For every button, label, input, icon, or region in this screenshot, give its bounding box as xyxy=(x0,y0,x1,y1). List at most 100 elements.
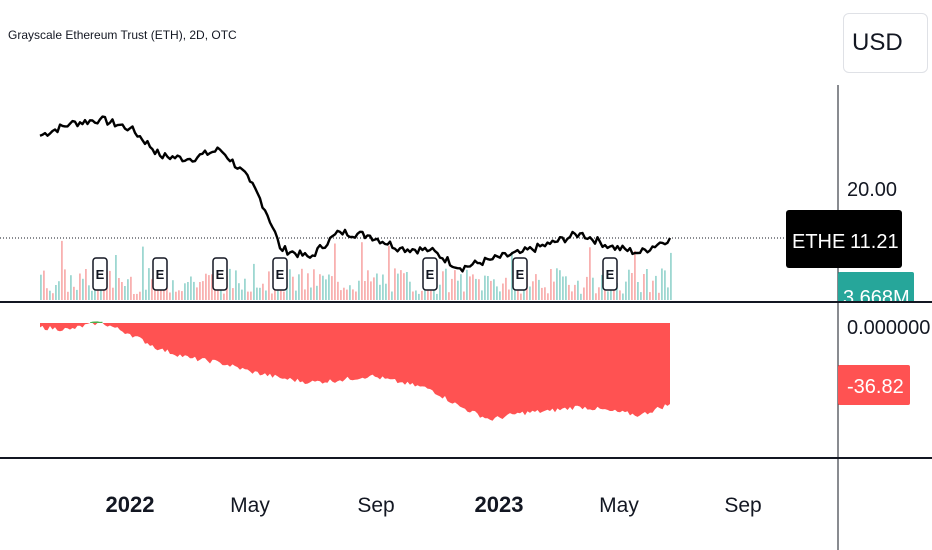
volume-bar-63 xyxy=(229,268,231,300)
indicator-positive-segment xyxy=(90,321,103,323)
volume-bar-120 xyxy=(400,270,402,300)
volume-bar-38 xyxy=(154,285,156,300)
volume-bar-33 xyxy=(139,291,141,300)
volume-bar-73 xyxy=(259,287,261,300)
volume-bar-166 xyxy=(538,279,540,300)
earnings-marker-3[interactable] xyxy=(272,257,288,291)
volume-bar-75 xyxy=(265,290,267,300)
volume-bar-46 xyxy=(178,290,180,300)
volume-bar-186 xyxy=(598,287,600,300)
volume-bar-84 xyxy=(292,276,294,300)
volume-bar-170 xyxy=(550,269,552,300)
earnings-marker-label-0: E xyxy=(96,267,105,282)
volume-bar-135 xyxy=(445,268,447,300)
earnings-marker-0[interactable] xyxy=(92,257,108,291)
volume-bar-146 xyxy=(478,279,480,300)
volume-bar-155 xyxy=(505,277,507,300)
volume-bar-149 xyxy=(487,276,489,300)
volume-bar-24 xyxy=(112,287,114,300)
volume-bar-184 xyxy=(592,277,594,300)
volume-bar-92 xyxy=(316,285,318,300)
volume-bar-185 xyxy=(595,293,597,300)
time-axis-label-2023: 2023 xyxy=(475,492,524,517)
volume-bar-35 xyxy=(145,289,147,300)
volume-bar-189 xyxy=(607,291,609,300)
earnings-marker-4[interactable] xyxy=(422,257,438,291)
earnings-marker-label-5: E xyxy=(516,267,525,282)
volume-bar-204 xyxy=(652,280,654,300)
volume-bar-51 xyxy=(193,281,195,300)
volume-bar-109 xyxy=(367,270,369,300)
volume-bar-132 xyxy=(436,293,438,300)
currency-button[interactable]: USD xyxy=(843,13,928,73)
price-axis-tick-20: 20.00 xyxy=(847,179,897,201)
volume-bar-56 xyxy=(208,275,210,300)
volume-bar-16 xyxy=(88,285,90,300)
volume-bar-83 xyxy=(289,269,291,300)
volume-bar-23 xyxy=(109,270,111,300)
volume-bar-126 xyxy=(418,293,420,300)
volume-bar-97 xyxy=(331,276,333,300)
earnings-marker-6[interactable] xyxy=(602,257,618,291)
volume-bar-6 xyxy=(58,281,60,300)
volume-bar-30 xyxy=(130,276,132,300)
volume-bar-93 xyxy=(319,274,321,300)
volume-bar-89 xyxy=(307,273,309,300)
volume-bar-148 xyxy=(484,275,486,300)
volume-bar-187 xyxy=(601,274,603,300)
volume-bar-125 xyxy=(415,290,417,300)
volume-bar-54 xyxy=(202,281,204,300)
volume-bar-152 xyxy=(496,286,498,300)
volume-bar-181 xyxy=(583,287,585,300)
volume-bar-210 xyxy=(670,252,672,300)
volume-bar-114 xyxy=(382,274,384,300)
volume-bar-100 xyxy=(340,290,342,300)
volume-bar-200 xyxy=(640,292,642,300)
volume-bar-37 xyxy=(151,279,153,300)
volume-bar-131 xyxy=(433,283,435,300)
volume-bar-201 xyxy=(643,274,645,300)
volume-bar-156 xyxy=(508,289,510,300)
volume-bar-86 xyxy=(298,274,300,300)
volume-bar-150 xyxy=(490,280,492,300)
volume-bar-199 xyxy=(637,282,639,300)
volume-bar-174 xyxy=(562,276,564,300)
volume-bar-208 xyxy=(664,270,666,300)
volume-bar-52 xyxy=(196,287,198,300)
volume-bar-182 xyxy=(586,276,588,300)
volume-bar-176 xyxy=(568,284,570,300)
volume-bar-124 xyxy=(412,291,414,300)
volume-bar-44 xyxy=(172,280,174,300)
volume-bar-139 xyxy=(457,280,459,300)
volume-bar-69 xyxy=(247,291,249,300)
volume-bar-104 xyxy=(352,289,354,300)
volume-bar-48 xyxy=(184,283,186,300)
volume-bar-49 xyxy=(187,282,189,300)
volume-bar-8 xyxy=(64,269,66,300)
volume-bar-20 xyxy=(100,290,102,300)
volume-bar-0 xyxy=(40,274,42,300)
volume-bar-107 xyxy=(361,242,363,300)
earnings-marker-5[interactable] xyxy=(512,257,528,291)
earnings-marker-label-1: E xyxy=(156,267,165,282)
earnings-marker-2[interactable] xyxy=(212,257,228,291)
volume-bar-191 xyxy=(613,282,615,300)
volume-bar-195 xyxy=(625,281,627,300)
volume-bar-85 xyxy=(295,290,297,300)
earnings-marker-label-6: E xyxy=(606,267,615,282)
volume-bar-102 xyxy=(346,289,348,300)
volume-bar-26 xyxy=(118,278,120,300)
volume-bar-42 xyxy=(166,287,168,300)
indicator-area xyxy=(40,323,670,421)
volume-bar-68 xyxy=(244,278,246,300)
earnings-marker-1[interactable] xyxy=(152,257,168,291)
volume-bar-2 xyxy=(46,288,48,300)
volume-bar-117 xyxy=(391,291,393,300)
volume-badge xyxy=(838,272,914,301)
volume-bar-163 xyxy=(529,286,531,300)
volume-bar-28 xyxy=(124,286,126,300)
volume-bar-209 xyxy=(667,287,669,300)
volume-bar-34 xyxy=(142,246,144,300)
